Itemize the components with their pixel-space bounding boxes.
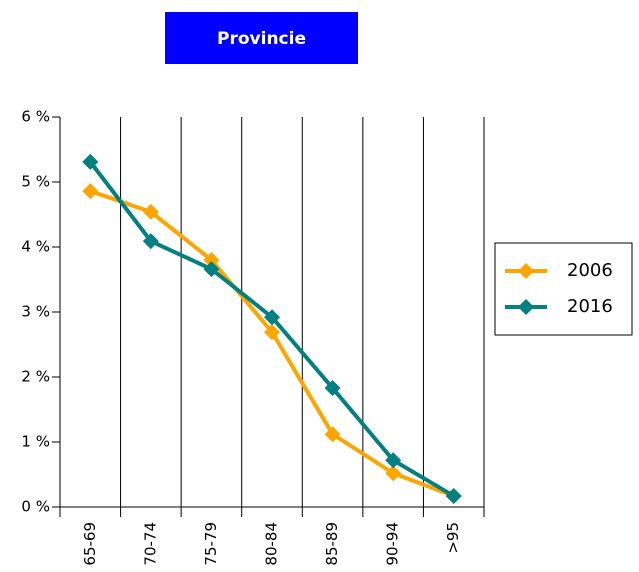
point [142,233,159,250]
y-tick-label: 0 % [21,498,50,516]
point [82,153,99,170]
legend-label: 2016 [567,296,613,317]
point [385,465,402,482]
y-tick-label: 3 % [21,303,50,321]
x-tick-label: 80-84 [263,522,281,566]
x-tick-label: 65-69 [81,522,99,566]
legend-marker [518,299,534,315]
chart-title: Provincie [217,29,306,49]
point [445,487,462,504]
point [142,203,159,220]
y-tick-label: 1 % [21,433,50,451]
point [324,426,341,443]
point [264,324,280,341]
y-tick-label: 6 % [21,108,50,126]
y-tick-label: 5 % [21,173,50,191]
legend-box [494,242,633,336]
point [203,261,220,278]
point [385,452,402,469]
x-tick-label: >95 [444,522,462,554]
y-tick-label: 2 % [21,368,50,386]
y-tick-label: 4 % [21,238,50,256]
legend-marker [518,263,534,279]
x-tick-label: 70-74 [141,522,159,566]
x-tick-label: 85-89 [323,522,341,566]
title-box [165,12,358,64]
point [82,183,99,200]
point [324,380,341,397]
x-tick-label: 75-79 [202,522,220,566]
legend-label: 2006 [567,260,613,281]
x-tick-label: 90-94 [384,522,402,566]
series-line [89,189,455,498]
point [264,309,280,326]
point [203,252,220,268]
